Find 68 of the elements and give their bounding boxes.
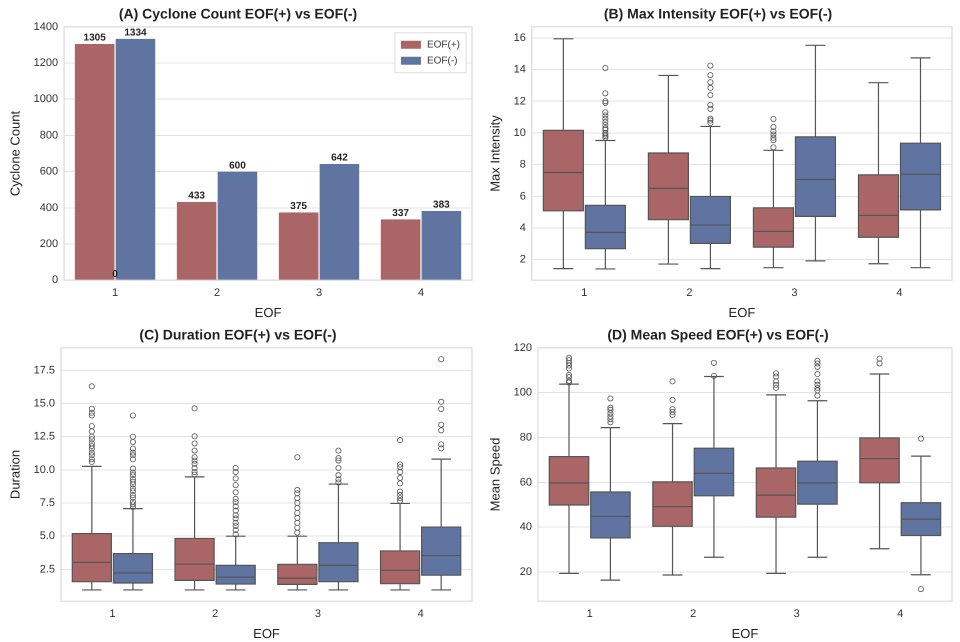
y-tick-label: 16	[514, 32, 526, 44]
x-tick-label: 2	[686, 286, 692, 299]
y-tick-label: 4	[520, 222, 526, 234]
x-tick-label: 4	[418, 286, 424, 299]
chart-title: (D) Mean Speed EOF(+) vs EOF(-)	[607, 326, 829, 342]
data-label: 383	[433, 200, 450, 211]
y-tick-label: 2.5	[40, 563, 56, 576]
data-label: 642	[331, 152, 348, 164]
y-tick-label: 1000	[34, 93, 58, 106]
y-tick-label: 20	[520, 566, 532, 578]
x-axis-title: EOF	[728, 304, 756, 320]
x-tick-label: 1	[581, 286, 588, 299]
x-tick-label: 2	[214, 286, 220, 299]
x-tick-label: 4	[897, 608, 904, 620]
y-tick-label: 100	[514, 386, 532, 399]
y-axis-title: Max Intensity	[487, 114, 502, 192]
x-tick-label: 3	[791, 286, 798, 299]
y-tick-label: 12.5	[34, 430, 56, 443]
y-tick-label: 17.5	[34, 364, 56, 376]
data-label: 433	[188, 190, 206, 202]
y-axis-title: Mean Speed	[487, 438, 502, 512]
y-tick-label: 800	[40, 129, 58, 142]
x-axis-title: EOF	[254, 304, 282, 320]
y-tick-label: 80	[520, 432, 532, 444]
y-tick-label: 0	[52, 274, 58, 286]
y-tick-label: 40	[520, 521, 532, 534]
x-tick-label: 1	[109, 608, 116, 620]
y-tick-label: 5.0	[40, 530, 56, 542]
y-tick-label: 2	[520, 254, 526, 266]
y-tick-label: 120	[514, 342, 532, 354]
x-tick-label: 3	[314, 608, 321, 620]
x-tick-label: 3	[316, 286, 322, 299]
data-label: 1305	[84, 32, 106, 44]
y-tick-label: 10.0	[34, 464, 56, 476]
x-tick-label: 2	[212, 608, 218, 620]
x-tick-label: 1	[586, 608, 593, 620]
y-tick-label: 15.0	[34, 398, 56, 410]
chart-title: (A) Cyclone Count EOF(+) vs EOF(-)	[118, 5, 358, 22]
y-tick-label: 1400	[34, 20, 58, 33]
x-tick-label: 3	[794, 608, 800, 620]
chart-title: (B) Max Intensity EOF(+) vs EOF(-)	[604, 5, 832, 22]
x-tick-label: 1	[112, 286, 118, 299]
y-tick-label: 400	[40, 202, 58, 214]
y-tick-label: 600	[40, 166, 58, 178]
y-axis-title: Cyclone Count	[7, 110, 22, 196]
y-tick-label: 10	[514, 126, 526, 139]
y-tick-label: 14	[514, 64, 526, 76]
y-tick-label: 60	[520, 476, 532, 488]
data-label: 600	[229, 160, 246, 172]
legend-label: EOF(-)	[426, 56, 458, 67]
x-tick-label: 4	[418, 608, 424, 620]
legend-label: EOF(+)	[426, 40, 460, 51]
x-axis-title: EOF	[732, 626, 758, 641]
y-tick-label: 12	[514, 95, 526, 108]
annotation: 0	[112, 268, 118, 280]
y-tick-label: 6	[520, 190, 526, 202]
y-tick-label: 7.5	[40, 497, 56, 510]
data-label: 337	[392, 208, 410, 219]
y-tick-label: 8	[520, 158, 526, 171]
y-tick-label: 1200	[34, 57, 58, 70]
y-axis-title: Duration	[7, 450, 22, 500]
y-tick-label: 200	[40, 238, 58, 250]
x-axis-title: EOF	[253, 626, 280, 641]
data-label: 1334	[124, 27, 148, 38]
data-label: 375	[290, 201, 308, 212]
x-tick-label: 4	[896, 286, 903, 299]
chart-title: (C) Duration EOF(+) vs EOF(-)	[139, 326, 337, 342]
x-tick-label: 2	[690, 608, 696, 620]
